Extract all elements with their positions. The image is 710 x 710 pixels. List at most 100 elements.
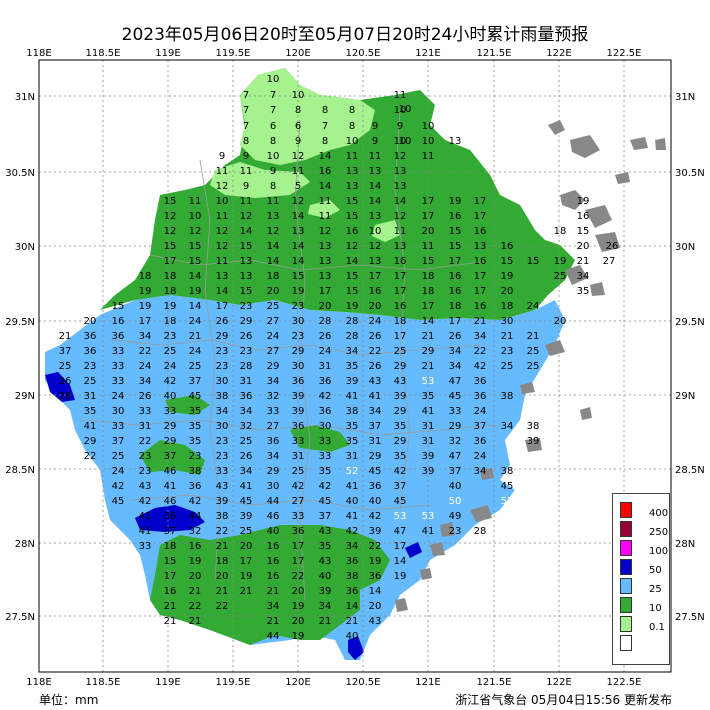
rainfall-value: 10 [422,136,435,147]
rainfall-value: 13 [346,166,359,177]
rainfall-value: 53 [501,496,514,507]
rainfall-value: 53 [422,511,435,522]
rainfall-value: 35 [577,286,590,297]
rainfall-value: 10 [369,226,382,237]
rainfall-value: 34 [474,331,487,342]
rainfall-value: 13 [394,181,407,192]
rainfall-value: 12 [164,226,177,237]
rainfall-value: 36 [292,526,305,537]
y-tick: 31N [15,92,35,103]
rainfall-value: 28 [346,316,359,327]
rainfall-value: 23 [216,436,229,447]
x-axis-top: 118E 118.5E 119E 119.5E 120E 120.5E 121E… [26,48,641,59]
rainfall-value: 33 [319,451,332,462]
rainfall-value: 28 [59,391,72,402]
rainfall-value: 13 [394,241,407,252]
rainfall-value: 35 [319,466,332,477]
rainfall-value: 40 [267,526,280,537]
rainfall-value: 41 [422,526,435,537]
rainfall-value: 28 [346,331,359,342]
rainfall-value: 34 [501,421,514,432]
rainfall-value: 13 [474,241,487,252]
rainfall-value: 13 [319,256,332,267]
rainfall-value: 31 [346,451,359,462]
rainfall-value: 23 [216,451,229,462]
rainfall-value: 33 [292,511,305,522]
rainfall-value: 33 [319,436,332,447]
rainfall-value: 24 [474,451,487,462]
rainfall-value: 21 [164,601,177,612]
map-title: 2023年05月06日20时至05月07日20时24小时累计雨量预报 [121,25,589,45]
rainfall-value: 12 [216,226,229,237]
rainfall-value: 13 [394,166,407,177]
rainfall-value: 9 [372,136,378,147]
rainfall-value: 11 [394,90,407,101]
rainfall-value: 15 [422,256,435,267]
rainfall-value: 16 [112,316,125,327]
rainfall-value: 23 [292,331,305,342]
rainfall-value: 13 [369,211,382,222]
rainfall-value: 34 [240,406,253,417]
region-50-100-west [45,372,75,402]
rainfall-value: 50 [449,496,462,507]
rainfall-value: 37 [369,421,382,432]
rainfall-value: 14 [189,271,202,282]
y-axis-right: 31N 30.5N 30N 29.5N 29N 28.5N 28N 27.5N [675,92,705,623]
rainfall-value: 20 [501,286,514,297]
rainfall-value: 40 [369,496,382,507]
rainfall-value: 14 [346,601,359,612]
rainfall-value: 10 [216,196,229,207]
rainfall-value: 52 [346,466,359,477]
rainfall-value: 13 [346,181,359,192]
rainfall-value: 36 [292,376,305,387]
rainfall-value: 14 [189,301,202,312]
rainfall-value: 17 [164,256,177,267]
rainfall-value: 11 [422,151,435,162]
rainfall-value: 19 [346,301,359,312]
rainfall-value: 38 [216,391,229,402]
rainfall-value: 15 [292,271,305,282]
rainfall-value: 16 [267,556,280,567]
rainfall-value: 16 [319,166,332,177]
rainfall-value: 14 [369,181,382,192]
rainfall-value: 7 [243,105,249,116]
rainfall-value: 14 [346,256,359,267]
y-tick: 30.5N [5,168,35,179]
region-50-100-east [405,542,422,558]
rainfall-value: 42 [394,466,407,477]
rainfall-value: 43 [319,556,332,567]
rainfall-value: 18 [554,226,567,237]
legend-swatch-0.1 [620,616,632,632]
rainfall-value: 34 [139,331,152,342]
y-tick: 29N [675,391,695,402]
rainfall-value: 42 [474,361,487,372]
rainfall-value: 24 [267,331,280,342]
rainfall-value: 34 [346,541,359,552]
rainfall-value: 36 [369,481,382,492]
rainfall-value: 15 [164,241,177,252]
rainfall-value: 42 [189,496,202,507]
rainfall-value: 16 [267,571,280,582]
rainfall-value: 14 [319,151,332,162]
rainfall-value: 17 [216,301,229,312]
rainfall-value: 13 [216,271,229,282]
legend-label: 250 [649,527,669,538]
rainfall-value: 36 [292,421,305,432]
rainfall-value: 22 [474,346,487,357]
rainfall-value: 45 [189,391,202,402]
rainfall-value: 18 [449,301,462,312]
rainfall-value: 8 [322,105,328,116]
rainfall-value: 21 [164,616,177,627]
rainfall-value: 32 [240,421,253,432]
rainfall-value: 8 [349,105,355,116]
rainfall-value: 17 [422,211,435,222]
rainfall-value: 14 [292,211,305,222]
rainfall-value: 39 [422,451,435,462]
rainfall-value: 18 [501,301,514,312]
rainfall-value: 17 [139,316,152,327]
rainfall-value: 21 [422,331,435,342]
rainfall-value: 17 [164,571,177,582]
rainfall-value: 39 [369,526,382,537]
rainfall-value: 31 [139,421,152,432]
